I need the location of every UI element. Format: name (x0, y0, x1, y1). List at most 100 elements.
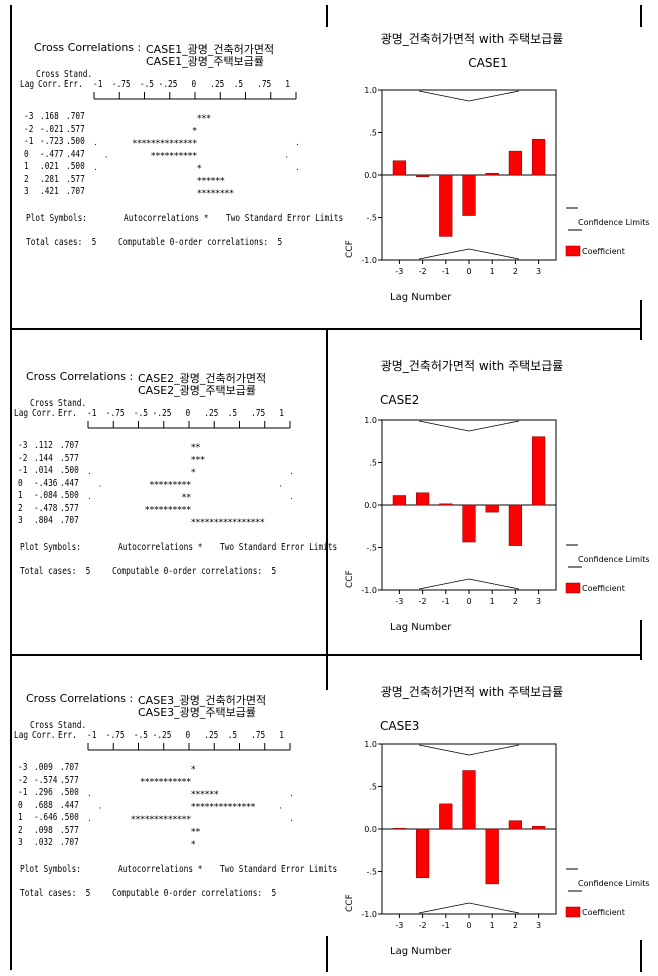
bar (462, 174, 476, 216)
star-bar: ************** (133, 139, 198, 149)
y-axis-label: CCF (345, 240, 355, 258)
row-corr: -.436 (34, 477, 58, 489)
plot-symbols-label: Plot Symbols: (20, 863, 81, 875)
row-err: .500 (60, 465, 79, 476)
x-tick-label: 0 (466, 921, 471, 930)
row-err: .447 (60, 477, 79, 489)
confidence-limit-lower (418, 578, 520, 590)
star-bar: ** (182, 493, 192, 503)
row-lag: 0 (18, 477, 23, 489)
ascii-plot: ******************. .**********. .*. .*****… (93, 92, 299, 199)
legend-confidence-limits: Confidence Limits (578, 555, 650, 564)
bar (485, 504, 499, 513)
bar (439, 503, 453, 506)
row-lag: 3 (18, 515, 23, 526)
x-tick-label: 0 (466, 597, 471, 606)
row-corr: .098 (34, 824, 53, 836)
se-limit-dot: . (279, 802, 282, 812)
legend-swatch (565, 906, 581, 918)
confidence-limit-upper (418, 420, 520, 432)
se-limit-dot: . (94, 163, 97, 173)
se-limit-dot: . (279, 480, 282, 490)
col-header-lag: Lag (20, 79, 35, 90)
y-tick-label: 1.0 (364, 416, 377, 425)
legend-coefficient: Coefficient (582, 247, 625, 256)
row-err: .707 (60, 762, 79, 773)
se-limit-dot: . (296, 163, 299, 173)
y-tick-label: -.5 (366, 868, 377, 877)
x-tick-label: 2 (513, 597, 518, 606)
autocorr-label: Autocorrelations * (124, 212, 209, 224)
col-header-cross: Cross (30, 398, 54, 409)
two-se-label: Two Standard Error Limits (220, 541, 338, 553)
row-err: .500 (60, 812, 79, 823)
confidence-limit-upper (418, 744, 520, 756)
series-name-1: CASE1_광명_건축허가면적 (146, 43, 275, 56)
row-err: .707 (60, 837, 79, 848)
row-corr: -.574 (34, 774, 58, 786)
bar (392, 160, 407, 176)
legend-coefficient: Coefficient (582, 584, 625, 593)
y-tick-label: -1.0 (361, 256, 377, 265)
bar (531, 436, 546, 506)
row-lag: -1 (18, 465, 28, 476)
row-corr: .804 (34, 515, 53, 526)
bar (392, 827, 407, 830)
y-tick-label: 1.0 (364, 86, 377, 95)
bar (392, 495, 407, 506)
legend-confidence-limits: Confidence Limits (578, 879, 650, 888)
row-corr: -.084 (34, 490, 58, 501)
chart-title: 광명_건축허가면적 with 주택보급률 (381, 685, 564, 699)
se-limit-dot: . (296, 138, 299, 148)
row-corr: -.021 (40, 123, 64, 135)
frame-line (640, 940, 642, 972)
y-axis-label: CCF (345, 894, 355, 912)
row-lag: 1 (18, 812, 23, 823)
star-bar: *** (197, 114, 211, 124)
star-bar: ************** (191, 803, 256, 813)
frame-line (10, 5, 12, 970)
frame-line (326, 5, 328, 27)
ccf-table-panel: Cross Correlations : CASE1_광명_건축허가면적 CASE1… (14, 5, 343, 325)
col-header-lag: Lag (14, 408, 29, 419)
x-tick-label: -2 (419, 597, 427, 606)
col-header-stand: Stand. (58, 720, 87, 731)
col-header-corr: Corr. (32, 730, 56, 741)
row-err: .577 (66, 123, 85, 135)
star-bar: **************** (191, 518, 265, 528)
star-bar: ****** (191, 790, 219, 800)
x-tick-label: -2 (419, 267, 427, 276)
col-header-stand: Stand. (64, 69, 93, 80)
x-tick-label: 2 (513, 921, 518, 930)
frame-line (326, 936, 328, 972)
bar (531, 138, 546, 176)
chart-svg: 광명_건축허가면적 with 주택보급률 CASE1 1.0 .5 0.0 -.5 -1.0… (345, 32, 650, 303)
row-lag: -2 (24, 123, 34, 135)
col-header-err: Err. (58, 408, 77, 419)
row-err: .500 (66, 136, 85, 147)
chart-subtitle: CASE3 (380, 719, 419, 733)
x-axis-label: Lag Number (390, 946, 452, 957)
row-corr: .009 (34, 762, 53, 773)
row-err: .577 (60, 824, 79, 836)
se-limit-dot: . (88, 492, 91, 502)
row-lag: 3 (24, 186, 29, 197)
row-err: .707 (66, 111, 85, 122)
row-lag: -1 (24, 136, 34, 147)
total-cases: Total cases: 5 (20, 565, 91, 577)
col-header-err: Err. (58, 730, 77, 741)
bar (415, 492, 430, 506)
se-limit-dot: . (99, 802, 102, 812)
row-err: .577 (60, 774, 79, 786)
row-corr: .281 (40, 173, 59, 185)
y-tick-label: -.5 (366, 214, 377, 223)
se-limit-dot: . (99, 480, 102, 490)
bar (485, 828, 499, 885)
row-lag: -3 (18, 762, 28, 773)
bar (462, 504, 476, 543)
row-err: .500 (66, 161, 85, 172)
ccf-bar-chart: 광명_건축허가면적 with 주택보급률 CASE2 1.0 .5 0.0 -.5 -1.0… (330, 330, 656, 650)
y-tick-label: -1.0 (361, 586, 377, 595)
se-limit-dot: . (105, 151, 108, 161)
